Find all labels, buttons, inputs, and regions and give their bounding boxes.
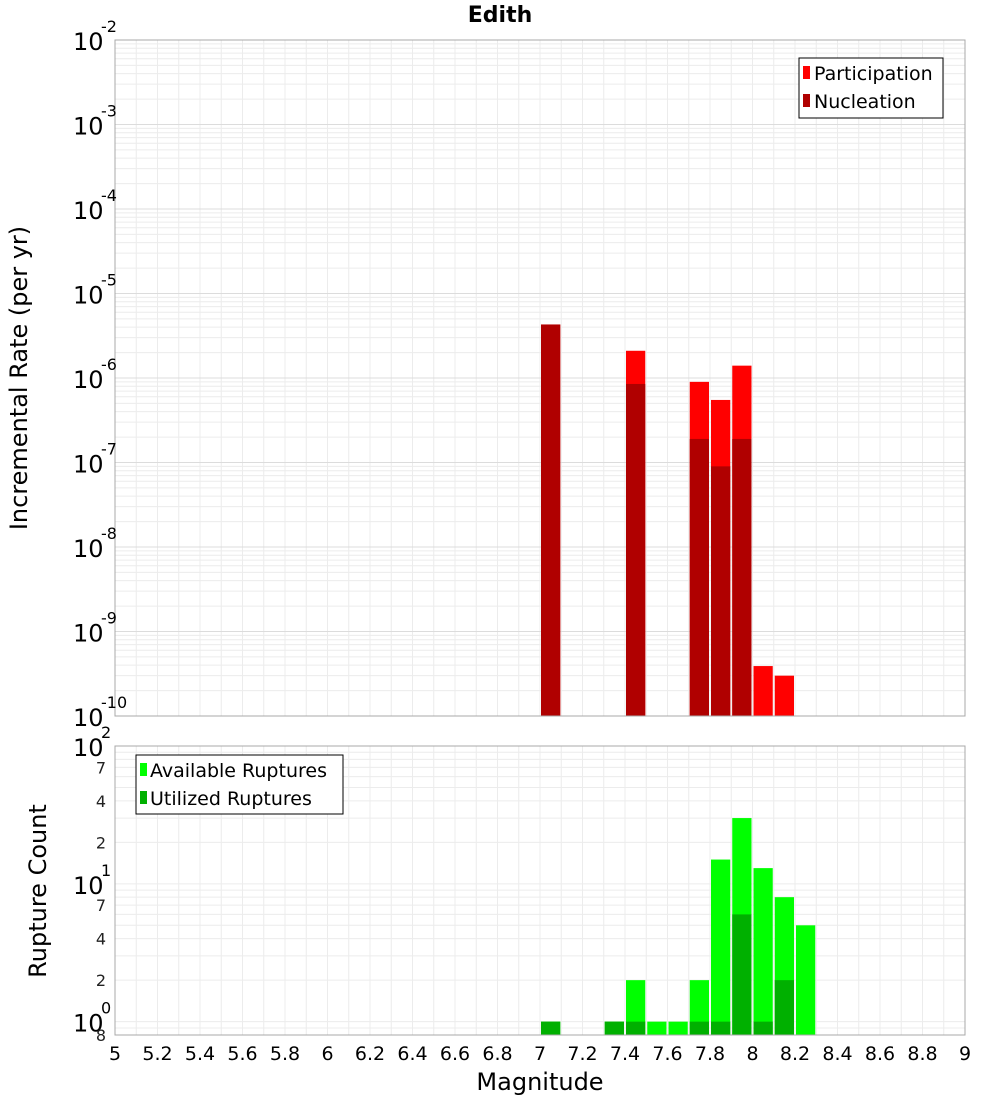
bottom-y-tick-exp-0: 0 [101, 999, 111, 1018]
bottom-y-tick-base-2: 10 [73, 734, 104, 762]
bottom-legend: Available Ruptures Utilized Ruptures [135, 754, 344, 815]
bottom-bar-0-3 [647, 1021, 667, 1035]
top-y-axis-label: Incremental Rate (per yr) [5, 226, 33, 530]
bottom-plot-border [114, 745, 966, 1036]
x-tick-11: 7.2 [567, 1043, 597, 1065]
chart-title: Edith [468, 3, 533, 28]
bottom-bar-0-6 [711, 859, 731, 1035]
top-bar-0-5 [753, 666, 773, 716]
top-y-tick-base-5: 10 [73, 282, 104, 310]
top-y-tick-base-2: 10 [73, 535, 104, 563]
bottom-y-minor-tick-3: 7 [96, 896, 106, 915]
top-bar-1-1 [626, 383, 646, 716]
legend-swatch-nucleation [803, 94, 810, 107]
bottom-y-minor-tick-2: 4 [96, 930, 106, 949]
bottom-bar-1-7 [774, 980, 794, 1035]
bottom-bar-0-4 [668, 1021, 688, 1035]
bottom-bar-1-3 [689, 1021, 709, 1035]
x-tick-20: 9 [959, 1043, 971, 1065]
x-tick-1: 5.2 [142, 1043, 172, 1065]
x-tick-0: 5 [109, 1043, 121, 1065]
top-bar-1-0 [541, 324, 561, 716]
top-y-tick-exp-4: -6 [101, 355, 117, 374]
top-bar-1-4 [732, 438, 752, 716]
bottom-bar-0-8 [753, 868, 773, 1035]
x-tick-3: 5.6 [227, 1043, 257, 1065]
x-tick-6: 6.2 [355, 1043, 385, 1065]
bottom-bar-1-6 [753, 1021, 773, 1035]
top-y-tick-base-7: 10 [73, 113, 104, 141]
bottom-bar-0-2 [626, 980, 646, 1035]
top-y-tick-exp-8: -2 [101, 17, 117, 36]
top-y-tick-exp-3: -7 [101, 440, 117, 459]
bottom-bar-1-1 [604, 1021, 624, 1035]
bottom-y-tick-exp-2: 2 [101, 723, 111, 742]
top-legend-box [798, 57, 944, 119]
bottom-y-tick-base-1: 10 [73, 872, 104, 900]
bottom-plot-bars [541, 818, 816, 1035]
top-y-tick-base-1: 10 [73, 620, 104, 648]
x-tick-17: 8.4 [822, 1043, 852, 1065]
legend-swatch-utilized [140, 791, 147, 804]
bottom-y-minor-tick-5: 4 [96, 792, 106, 811]
x-tick-18: 8.6 [865, 1043, 895, 1065]
top-y-tick-base-3: 10 [73, 451, 104, 479]
legend-label-utilized: Utilized Ruptures [150, 788, 312, 810]
bottom-legend-box [135, 754, 344, 815]
legend-label-nucleation: Nucleation [814, 91, 916, 113]
legend-swatch-participation [803, 66, 810, 79]
x-tick-19: 8.8 [907, 1043, 937, 1065]
top-bar-0-6 [774, 675, 794, 716]
x-tick-13: 7.6 [652, 1043, 682, 1065]
legend-label-available: Available Ruptures [150, 760, 327, 782]
top-plot-grid [114, 40, 966, 717]
x-tick-5: 6 [321, 1043, 333, 1065]
bottom-y-axis-label: Rupture Count [24, 804, 52, 978]
top-y-tick-base-0: 10 [73, 704, 104, 732]
top-y-tick-exp-2: -8 [101, 524, 117, 543]
x-tick-12: 7.4 [610, 1043, 640, 1065]
top-bar-1-3 [711, 466, 731, 716]
x-tick-7: 6.4 [397, 1043, 427, 1065]
bottom-y-minor-tick-1: 2 [96, 971, 106, 990]
bottom-y-minor-tick-4: 2 [96, 833, 106, 852]
x-tick-10: 7 [534, 1043, 546, 1065]
x-axis-ticks: 5 5.2 5.4 5.6 5.8 6 6.2 6.4 6.6 6.8 7 7.2 7.4 7.6 7.8 8… [109, 1043, 971, 1065]
bottom-bar-1-4 [711, 1021, 731, 1035]
x-tick-9: 6.8 [482, 1043, 512, 1065]
x-tick-14: 7.8 [695, 1043, 725, 1065]
top-y-tick-exp-5: -5 [101, 271, 117, 290]
bottom-bar-0-10 [796, 925, 816, 1035]
x-tick-2: 5.4 [185, 1043, 215, 1065]
top-legend: Participation Nucleation [798, 57, 944, 119]
top-y-tick-exp-6: -4 [101, 186, 117, 205]
top-y-tick-base-4: 10 [73, 366, 104, 394]
top-plot-bars [541, 324, 794, 716]
top-bar-1-2 [689, 438, 709, 716]
legend-swatch-available [140, 763, 147, 776]
top-plot-border [114, 39, 966, 717]
bottom-y-minor-tick-0: 8 [96, 1026, 106, 1045]
bottom-bar-1-2 [626, 1021, 646, 1035]
x-tick-16: 8.2 [780, 1043, 810, 1065]
bottom-y-minor-tick-6: 7 [96, 758, 106, 777]
x-tick-15: 8 [746, 1043, 758, 1065]
bottom-y-tick-base-0: 10 [73, 1010, 104, 1038]
top-y-tick-base-6: 10 [73, 197, 104, 225]
top-y-tick-exp-1: -9 [101, 609, 117, 628]
x-axis-label: Magnitude [476, 1068, 603, 1096]
bottom-bar-1-5 [732, 914, 752, 1035]
top-y-tick-exp-7: -3 [101, 102, 117, 121]
top-y-tick-exp-0: -10 [101, 693, 127, 712]
bottom-y-tick-exp-1: 1 [101, 861, 111, 880]
x-tick-4: 5.8 [270, 1043, 300, 1065]
x-tick-8: 6.6 [440, 1043, 470, 1065]
bottom-bar-1-0 [541, 1021, 561, 1035]
bottom-bar-0-5 [689, 980, 709, 1035]
top-y-tick-base-8: 10 [73, 28, 104, 56]
legend-label-participation: Participation [814, 63, 933, 85]
